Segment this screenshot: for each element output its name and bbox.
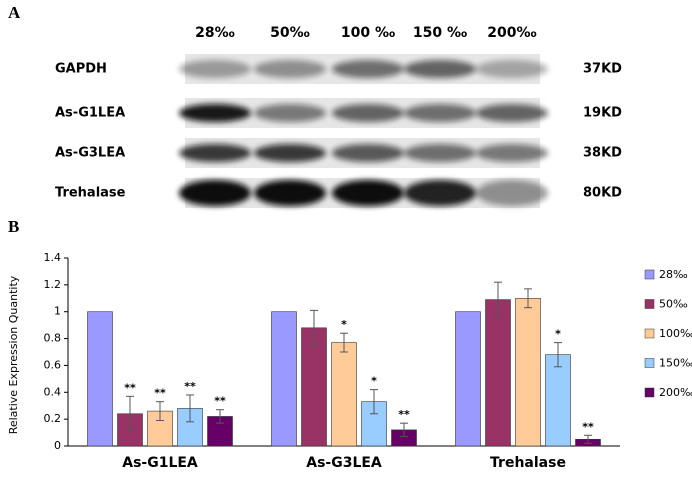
blot-band (179, 180, 251, 206)
blot-band (404, 180, 476, 206)
y-tick-label: 1 (54, 305, 61, 318)
row-label: GAPDH (55, 62, 107, 77)
panel-label: B (8, 217, 19, 236)
error-bar (554, 342, 562, 368)
blot-band (476, 60, 548, 78)
bar (515, 297, 541, 447)
blot-band (476, 144, 548, 162)
error-bar (370, 389, 378, 415)
significance: ** (184, 380, 196, 393)
lane-label: 150 ‰ (413, 25, 467, 41)
row-label: As-G3LEA (55, 146, 125, 161)
blot-band (179, 104, 251, 122)
error-bar (494, 281, 502, 318)
legend-label: 28‰ (659, 268, 688, 281)
x-tick-label: As-G3LEA (306, 455, 382, 471)
significance: * (341, 318, 347, 331)
lane-label: 100 ‰ (341, 25, 395, 41)
blot-band (404, 144, 476, 162)
error-bar (310, 309, 318, 346)
blot-band (476, 104, 548, 122)
blot-band (179, 60, 251, 78)
bar (271, 311, 297, 447)
blot-band (404, 60, 476, 78)
blot-band (254, 60, 326, 78)
error-bar (156, 401, 164, 421)
size-label: 19KD (583, 106, 622, 121)
error-bar (126, 395, 134, 432)
bar (331, 342, 357, 447)
error-bar (584, 434, 592, 444)
y-tick-label: 0.2 (44, 412, 62, 425)
y-tick-label: 0.8 (44, 332, 62, 345)
y-tick-label: 1.4 (44, 251, 62, 264)
bar (87, 311, 113, 447)
y-tick-label: 0 (54, 439, 61, 452)
row-label: As-G1LEA (55, 106, 125, 121)
x-tick-label: Trehalase (490, 455, 566, 471)
bar (545, 354, 571, 447)
blot-band (332, 144, 404, 162)
size-label: 80KD (583, 186, 622, 201)
error-bar (216, 409, 224, 424)
error-bar (400, 422, 408, 438)
significance: * (371, 375, 377, 388)
error-bar (186, 394, 194, 423)
y-axis-label: Relative Expression Quantity (7, 275, 20, 434)
error-bar (340, 332, 348, 353)
bar (485, 299, 511, 447)
size-label: 37KD (583, 62, 622, 77)
blot-band (476, 180, 548, 206)
blot-band (254, 104, 326, 122)
legend-label: 100‰ (659, 327, 692, 340)
x-tick-label: As-G1LEA (122, 455, 198, 471)
blot-band (179, 144, 251, 162)
error-bar (524, 288, 532, 309)
significance: * (555, 328, 561, 341)
legend-label: 50‰ (659, 298, 688, 311)
panel-label: A (8, 3, 21, 22)
blot-band (404, 104, 476, 122)
bar (455, 311, 481, 447)
size-label: 38KD (583, 146, 622, 161)
legend-swatch (644, 269, 655, 280)
significance: ** (398, 408, 410, 421)
significance: ** (214, 395, 226, 408)
y-tick-label: 0.6 (44, 358, 62, 371)
legend-label: 150‰ (659, 357, 692, 370)
bar (301, 327, 327, 447)
lane-label: 28‰ (195, 25, 235, 41)
legend-swatch (644, 328, 655, 339)
blot-band (332, 180, 404, 206)
blot-band (254, 144, 326, 162)
legend-swatch (644, 358, 655, 368)
lane-label: 200‰ (487, 25, 536, 41)
legend-swatch (644, 299, 655, 309)
blot-band (332, 60, 404, 78)
significance: ** (582, 420, 594, 433)
blot-band (254, 180, 326, 206)
blot-band (332, 104, 404, 122)
significance: ** (124, 381, 136, 394)
significance: ** (154, 387, 166, 400)
y-tick-label: 1.2 (44, 278, 62, 291)
lane-label: 50‰ (270, 25, 310, 41)
row-label: Trehalase (55, 186, 126, 201)
legend-swatch (644, 387, 655, 398)
legend-label: 200‰ (659, 386, 692, 399)
y-tick-label: 0.4 (44, 385, 62, 398)
